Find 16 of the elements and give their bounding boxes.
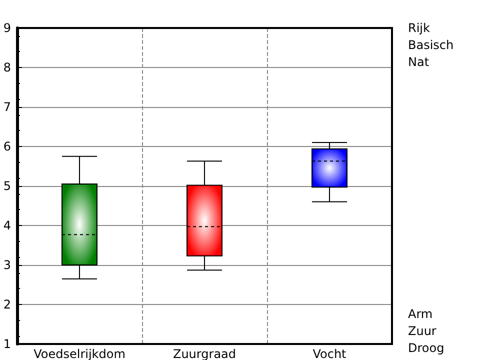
y-tick-label: 9	[3, 21, 11, 35]
y-tick-label: 8	[3, 60, 11, 74]
text: Arm	[408, 307, 433, 321]
x-tick-label: Vocht	[312, 347, 347, 360]
text: Droog	[408, 341, 444, 355]
text: Basisch	[408, 38, 454, 52]
text: Nat	[408, 55, 430, 69]
y-tick-label: 6	[3, 140, 11, 154]
y-tick-label: 2	[3, 298, 11, 312]
text: Rijk	[408, 21, 430, 35]
y-tick-label: 4	[3, 218, 11, 232]
text: Zuur	[408, 324, 436, 338]
y-tick-label: 1	[3, 337, 11, 351]
y-tick-label: 5	[3, 179, 11, 193]
y-tick-label: 7	[3, 100, 11, 114]
y-tick-label: 3	[3, 258, 11, 272]
